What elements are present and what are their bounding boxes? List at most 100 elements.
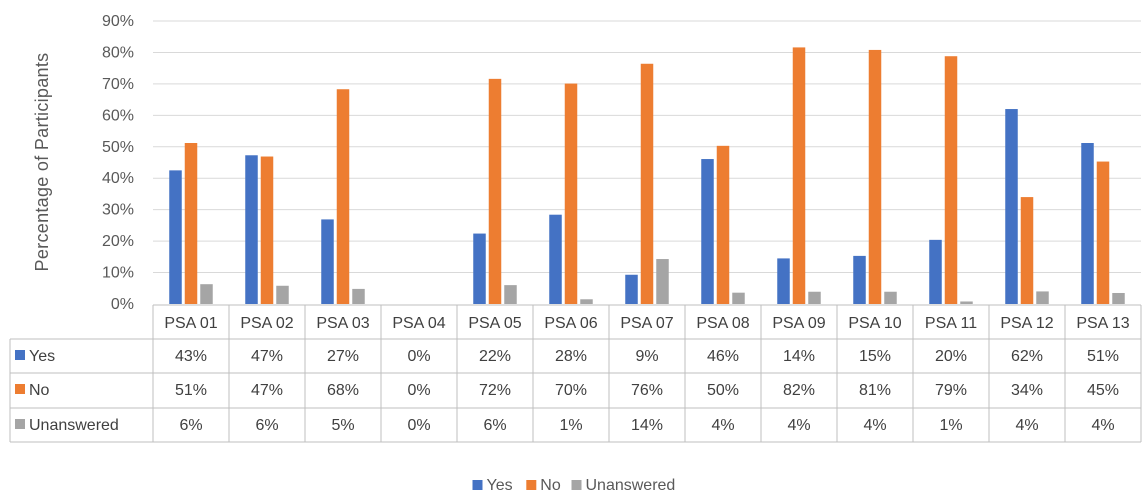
y-tick-label: 0%	[111, 296, 134, 313]
data-label: 46%	[707, 348, 739, 365]
legend-label: Unanswered	[586, 477, 676, 494]
data-label: 47%	[251, 348, 283, 365]
data-label: 1%	[559, 417, 582, 434]
bar-unanswered-psa-01	[200, 284, 213, 304]
bar-no-psa-06	[564, 83, 578, 304]
data-label: 1%	[939, 417, 962, 434]
y-tick-label: 80%	[102, 44, 134, 61]
category-label: PSA 10	[848, 315, 901, 332]
bar-yes-psa-12	[1005, 109, 1018, 305]
category-label: PSA 05	[468, 315, 521, 332]
category-label: PSA 03	[316, 315, 369, 332]
category-label: PSA 12	[1000, 315, 1053, 332]
data-label: 76%	[631, 382, 663, 399]
legend-key-yes	[15, 350, 25, 360]
bar-yes-psa-10	[853, 255, 866, 304]
category-label: PSA 08	[696, 315, 749, 332]
data-label: 62%	[1011, 348, 1043, 365]
series-name: Unanswered	[29, 417, 119, 434]
data-label: 81%	[859, 382, 891, 399]
bar-yes-psa-11	[929, 239, 942, 304]
data-label: 79%	[935, 382, 967, 399]
data-label: 4%	[1015, 417, 1038, 434]
bar-unanswered-psa-13	[1112, 292, 1125, 304]
data-label: 27%	[327, 348, 359, 365]
bar-unanswered-psa-02	[276, 285, 289, 304]
category-label: PSA 04	[392, 315, 445, 332]
data-label: 4%	[1091, 417, 1114, 434]
bar-unanswered-psa-07	[656, 259, 669, 304]
bar-no-psa-07	[640, 63, 654, 304]
bar-unanswered-psa-11	[960, 301, 973, 304]
category-label: PSA 06	[544, 315, 597, 332]
y-tick-label: 30%	[102, 202, 134, 219]
bar-no-psa-10	[868, 49, 882, 304]
bar-no-psa-11	[944, 56, 958, 305]
data-label: 14%	[631, 417, 663, 434]
bars	[169, 47, 1125, 305]
data-label: 72%	[479, 382, 511, 399]
data-label: 6%	[255, 417, 278, 434]
legend-label: No	[540, 477, 561, 494]
data-label: 0%	[407, 382, 430, 399]
bar-unanswered-psa-05	[504, 285, 517, 304]
data-label: 0%	[407, 417, 430, 434]
data-label: 4%	[711, 417, 734, 434]
series-name: Yes	[29, 348, 55, 365]
data-label: 20%	[935, 348, 967, 365]
y-tick-label: 40%	[102, 170, 134, 187]
category-label: PSA 07	[620, 315, 673, 332]
data-label: 50%	[707, 382, 739, 399]
bar-no-psa-01	[184, 143, 198, 304]
data-label: 0%	[407, 348, 430, 365]
bar-yes-psa-13	[1081, 143, 1094, 304]
data-label: 14%	[783, 348, 815, 365]
data-label: 51%	[1087, 348, 1119, 365]
bar-no-psa-05	[488, 78, 502, 304]
data-label: 70%	[555, 382, 587, 399]
data-label: 51%	[175, 382, 207, 399]
y-tick-label: 50%	[102, 139, 134, 156]
bar-unanswered-psa-12	[1036, 291, 1049, 304]
data-label: 68%	[327, 382, 359, 399]
category-label: PSA 11	[925, 315, 977, 332]
category-label: PSA 01	[164, 315, 217, 332]
bar-yes-psa-02	[245, 155, 258, 304]
y-axis-label: Percentage of Participants	[32, 53, 52, 272]
bar-no-psa-08	[716, 145, 730, 304]
data-label: 9%	[635, 348, 658, 365]
bar-unanswered-psa-08	[732, 292, 745, 304]
bar-no-psa-02	[260, 156, 274, 304]
bar-no-psa-09	[792, 47, 806, 305]
data-label: 82%	[783, 382, 815, 399]
y-axis-ticks: 0% 10% 20% 30% 40% 50% 60% 70% 80% 90%	[102, 13, 134, 313]
y-tick-label: 10%	[102, 265, 134, 282]
category-label: PSA 09	[772, 315, 825, 332]
data-label: 43%	[175, 348, 207, 365]
data-label: 47%	[251, 382, 283, 399]
bar-yes-psa-05	[473, 233, 486, 304]
data-label: 28%	[555, 348, 587, 365]
category-label: PSA 02	[240, 315, 293, 332]
data-label: 4%	[787, 417, 810, 434]
legend-swatch-unanswered	[571, 480, 582, 490]
y-tick-label: 60%	[102, 107, 134, 124]
category-label: PSA 13	[1076, 315, 1129, 332]
bar-yes-psa-03	[321, 219, 334, 304]
data-label: 5%	[331, 417, 354, 434]
series-name: No	[29, 382, 50, 399]
bar-unanswered-psa-10	[884, 291, 897, 304]
data-label: 6%	[483, 417, 506, 434]
bar-yes-psa-08	[701, 159, 714, 304]
data-label: 34%	[1011, 382, 1043, 399]
legend-swatch-yes	[472, 480, 483, 490]
bar-yes-psa-07	[625, 274, 638, 304]
legend-key-unanswered	[15, 419, 25, 429]
data-label: 45%	[1087, 382, 1119, 399]
bar-yes-psa-09	[777, 258, 790, 304]
bar-unanswered-psa-09	[808, 291, 821, 304]
data-label: 15%	[859, 348, 891, 365]
y-tick-label: 90%	[102, 13, 134, 30]
data-table: PSA 01 PSA 02 PSA 03 PSA 04 PSA 05 PSA 06 PSA …	[9, 304, 1142, 443]
